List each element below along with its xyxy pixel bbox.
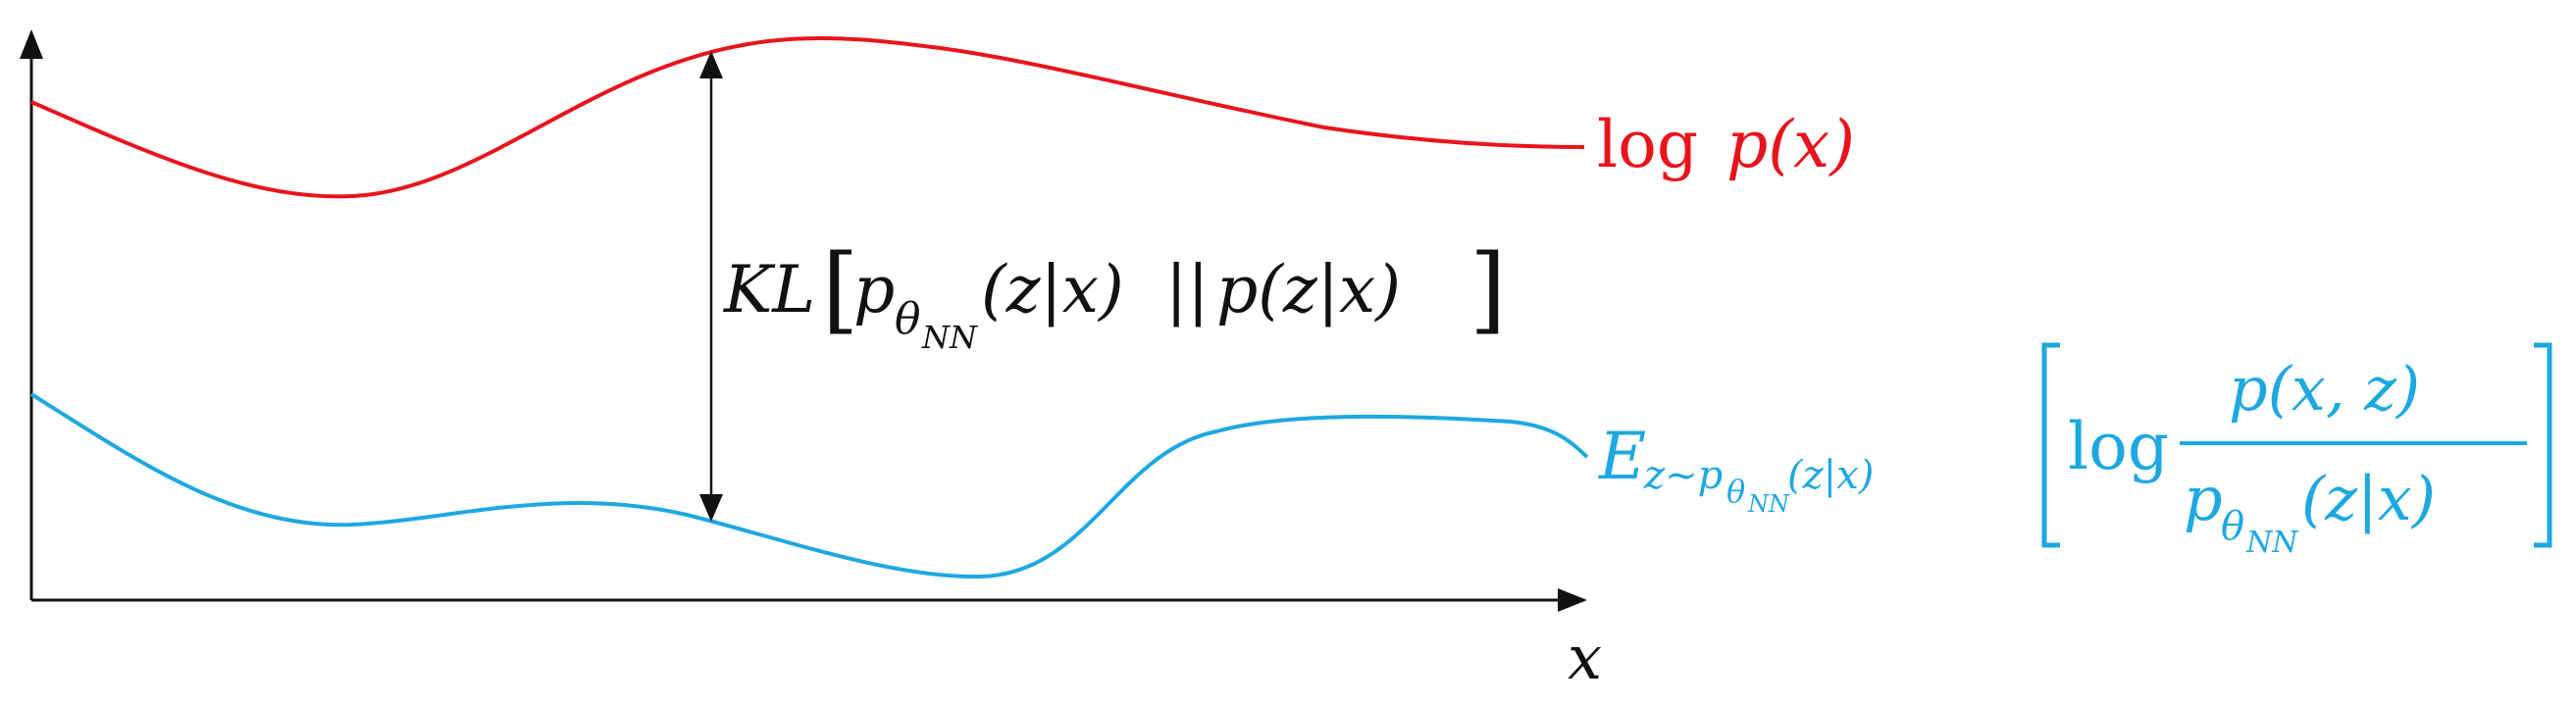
log-px-label-log: log bbox=[1597, 107, 1698, 182]
kl-p1-sub-NN: NN bbox=[921, 319, 978, 356]
gap-arrow-top-head bbox=[699, 51, 723, 78]
elbo-label-sub-cond: (z|x) bbox=[1787, 453, 1874, 498]
kl-annotation: KL [ p θ NN (z|x) || p(z|x) ] bbox=[723, 234, 1506, 356]
axes: x bbox=[20, 29, 1602, 693]
elbo-frac-den-p: p bbox=[2184, 463, 2223, 534]
elbo-label-E: E bbox=[1598, 419, 1646, 494]
elbo-label-sub-theta: θ bbox=[1726, 473, 1745, 510]
kl-p1-sub-theta: θ bbox=[895, 294, 921, 344]
elbo-right-bracket bbox=[2534, 342, 2552, 548]
elbo-label-sub-z: z~p bbox=[1643, 453, 1723, 498]
elbo-frac-den-cond: (z|x) bbox=[2301, 463, 2436, 534]
elbo-label: E z~p θ NN (z|x) log p(x, z) p θ NN (z|x… bbox=[1598, 342, 2552, 560]
elbo-label-log: log bbox=[2068, 409, 2169, 484]
kl-prefix: KL bbox=[723, 252, 815, 327]
kl-p1-cond: (z|x) bbox=[981, 252, 1124, 327]
y-axis-arrowhead bbox=[20, 29, 43, 59]
elbo-frac-den-NN: NN bbox=[2245, 526, 2299, 560]
elbo-label-sub-NN: NN bbox=[1747, 490, 1790, 518]
elbo-curve bbox=[29, 392, 1589, 579]
kl-p2: p(z|x) bbox=[1216, 252, 1401, 327]
kl-right-bracket: ] bbox=[1469, 234, 1506, 344]
log-px-label: log p(x) bbox=[1597, 107, 1855, 182]
kl-left-bracket: [ bbox=[822, 234, 858, 344]
kl-separator: || bbox=[1165, 252, 1209, 327]
elbo-left-bracket bbox=[2041, 342, 2060, 548]
log-px-curve bbox=[30, 35, 1585, 199]
gap-arrow bbox=[699, 51, 723, 522]
x-axis-label: x bbox=[1568, 622, 1602, 693]
elbo-frac-numerator: p(x, z) bbox=[2229, 353, 2420, 425]
x-axis-arrowhead bbox=[1558, 588, 1587, 612]
kl-p1: p bbox=[853, 252, 895, 327]
elbo-frac-den-theta: θ bbox=[2221, 504, 2244, 549]
log-px-label-body: p(x) bbox=[1726, 107, 1855, 182]
gap-arrow-bottom-head bbox=[699, 494, 723, 522]
